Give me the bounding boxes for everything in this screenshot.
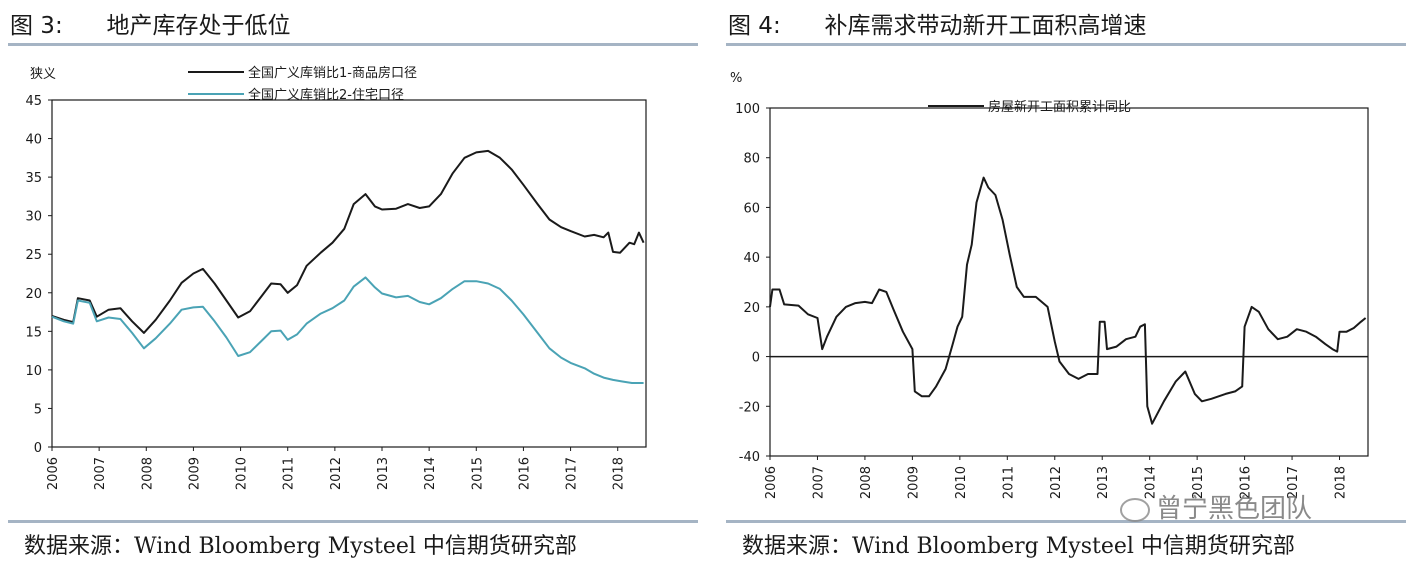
right-series-line-1: [769, 176, 1367, 425]
right-x-tick-label: 2014: [1144, 466, 1159, 499]
left-y-tick-label: 0: [34, 441, 42, 456]
left-y-tick-label: 10: [25, 364, 42, 379]
left-plot-frame: [51, 99, 647, 448]
left-y-tick-label: 30: [25, 210, 42, 225]
watermark-text: 曾宁黑色团队: [1156, 494, 1313, 524]
right-x-tick-label: 2006: [764, 466, 779, 499]
left-x-tick-label: 2012: [329, 457, 344, 490]
left-x-tick-label: 2016: [517, 457, 532, 490]
left-x-tick-label: 2018: [612, 457, 627, 490]
left-figure-title: 图 3: 地产库存处于低位: [10, 13, 291, 39]
left-source-divider: [8, 520, 698, 523]
right-x-tick-label: 2018: [1334, 466, 1349, 499]
left-y-tick-label: 35: [25, 171, 42, 186]
left-x-tick-label: 2007: [93, 457, 108, 490]
left-x-tick-label: 2009: [187, 457, 202, 490]
right-y-tick-label: -20: [739, 400, 760, 415]
right-source-divider: [726, 520, 1406, 523]
right-x-tick-label: 2008: [859, 466, 874, 499]
left-legend-label-1: 全国广义库销比1-商品房口径: [248, 65, 417, 81]
left-x-tick-label: 2017: [565, 457, 580, 490]
left-y-tick-label: 20: [25, 287, 42, 302]
watermark: 曾宁黑色团队: [1120, 488, 1312, 525]
left-source-note: 数据来源：Wind Bloomberg Mysteel 中信期货研究部: [24, 534, 577, 559]
right-title-divider: [726, 43, 1406, 46]
right-legend-label-1: 房屋新开工面积累计同比: [988, 99, 1131, 115]
right-figure-title: 图 4: 补库需求带动新开工面积高增速: [728, 13, 1147, 39]
left-y-tick-label: 40: [25, 133, 42, 148]
right-chart: -40 -20 0 20 40 60 80 100 2006 2007 2008 2009 2010 20…: [730, 71, 1369, 499]
right-plot-frame: [769, 107, 1369, 457]
right-x-tick-label: 2017: [1286, 466, 1301, 499]
right-y-tick-label: 80: [743, 152, 760, 167]
right-y-tick-label: -40: [739, 450, 760, 465]
right-y-tick-label: 40: [743, 251, 760, 266]
left-x-tick-label: 2011: [282, 457, 297, 490]
left-x-tick-label: 2014: [423, 457, 438, 490]
left-y-tick-label: 5: [34, 402, 42, 417]
left-legend-label-2: 全国广义库销比2-住宅口径: [248, 87, 404, 103]
left-x-tick-label: 2006: [46, 457, 61, 490]
left-chart: 0 5 10 15 20 25 30 35 40 45 2006 2007 2008 2009 2010 20…: [25, 65, 647, 490]
right-x-tick-label: 2015: [1191, 466, 1206, 499]
right-y-tick-label: 0: [752, 351, 760, 366]
left-x-tick-label: 2013: [376, 457, 391, 490]
wechat-icon: [1120, 497, 1150, 522]
right-x-tick-label: 2013: [1096, 466, 1111, 499]
right-x-tick-label: 2016: [1239, 466, 1254, 499]
right-y-axis-label: %: [730, 71, 742, 86]
left-x-tick-label: 2015: [470, 457, 485, 490]
left-title-divider: [8, 43, 698, 46]
right-x-tick-label: 2011: [1001, 466, 1016, 499]
right-x-tick-label: 2007: [811, 466, 826, 499]
right-x-tick-label: 2012: [1049, 466, 1064, 499]
left-y-tick-label: 15: [25, 325, 42, 340]
left-y-tick-label: 25: [25, 248, 42, 263]
left-figure: 图 3: 地产库存处于低位 0 5 10 15 20 25 30 35 40 45 2006 2007…: [0, 0, 700, 574]
right-source-note: 数据来源：Wind Bloomberg Mysteel 中信期货研究部: [742, 534, 1295, 559]
left-series-line-1: [51, 149, 645, 334]
right-figure: 图 4: 补库需求带动新开工面积高增速 -40 -20 0 20 40 60 80 100 20…: [718, 0, 1416, 574]
left-y-tick-label: 45: [25, 94, 42, 109]
right-y-tick-label: 100: [735, 102, 760, 117]
right-y-tick-label: 20: [743, 301, 760, 316]
left-series-line-2: [51, 276, 644, 384]
left-y-axis-label: 狭义: [30, 67, 56, 82]
right-x-tick-label: 2009: [906, 466, 921, 499]
left-x-tick-label: 2010: [235, 457, 250, 490]
left-x-tick-label: 2008: [140, 457, 155, 490]
right-y-tick-label: 60: [743, 201, 760, 216]
right-x-tick-label: 2010: [954, 466, 969, 499]
